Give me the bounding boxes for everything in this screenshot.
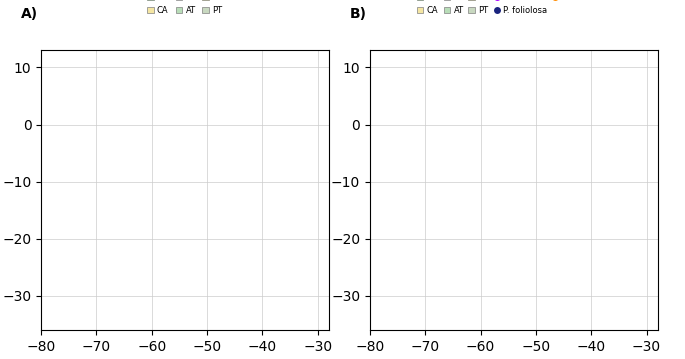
Legend: AM, CA, PP, AT, CE, PT: AM, CA, PP, AT, CE, PT	[147, 0, 223, 15]
Text: A): A)	[21, 7, 38, 21]
Text: B): B)	[349, 7, 366, 21]
Legend: AM, CA, PP, AT, CE, PT, both, P. foliolosa, P. reticulata: AM, CA, PP, AT, CE, PT, both, P. foliolo…	[416, 0, 611, 15]
